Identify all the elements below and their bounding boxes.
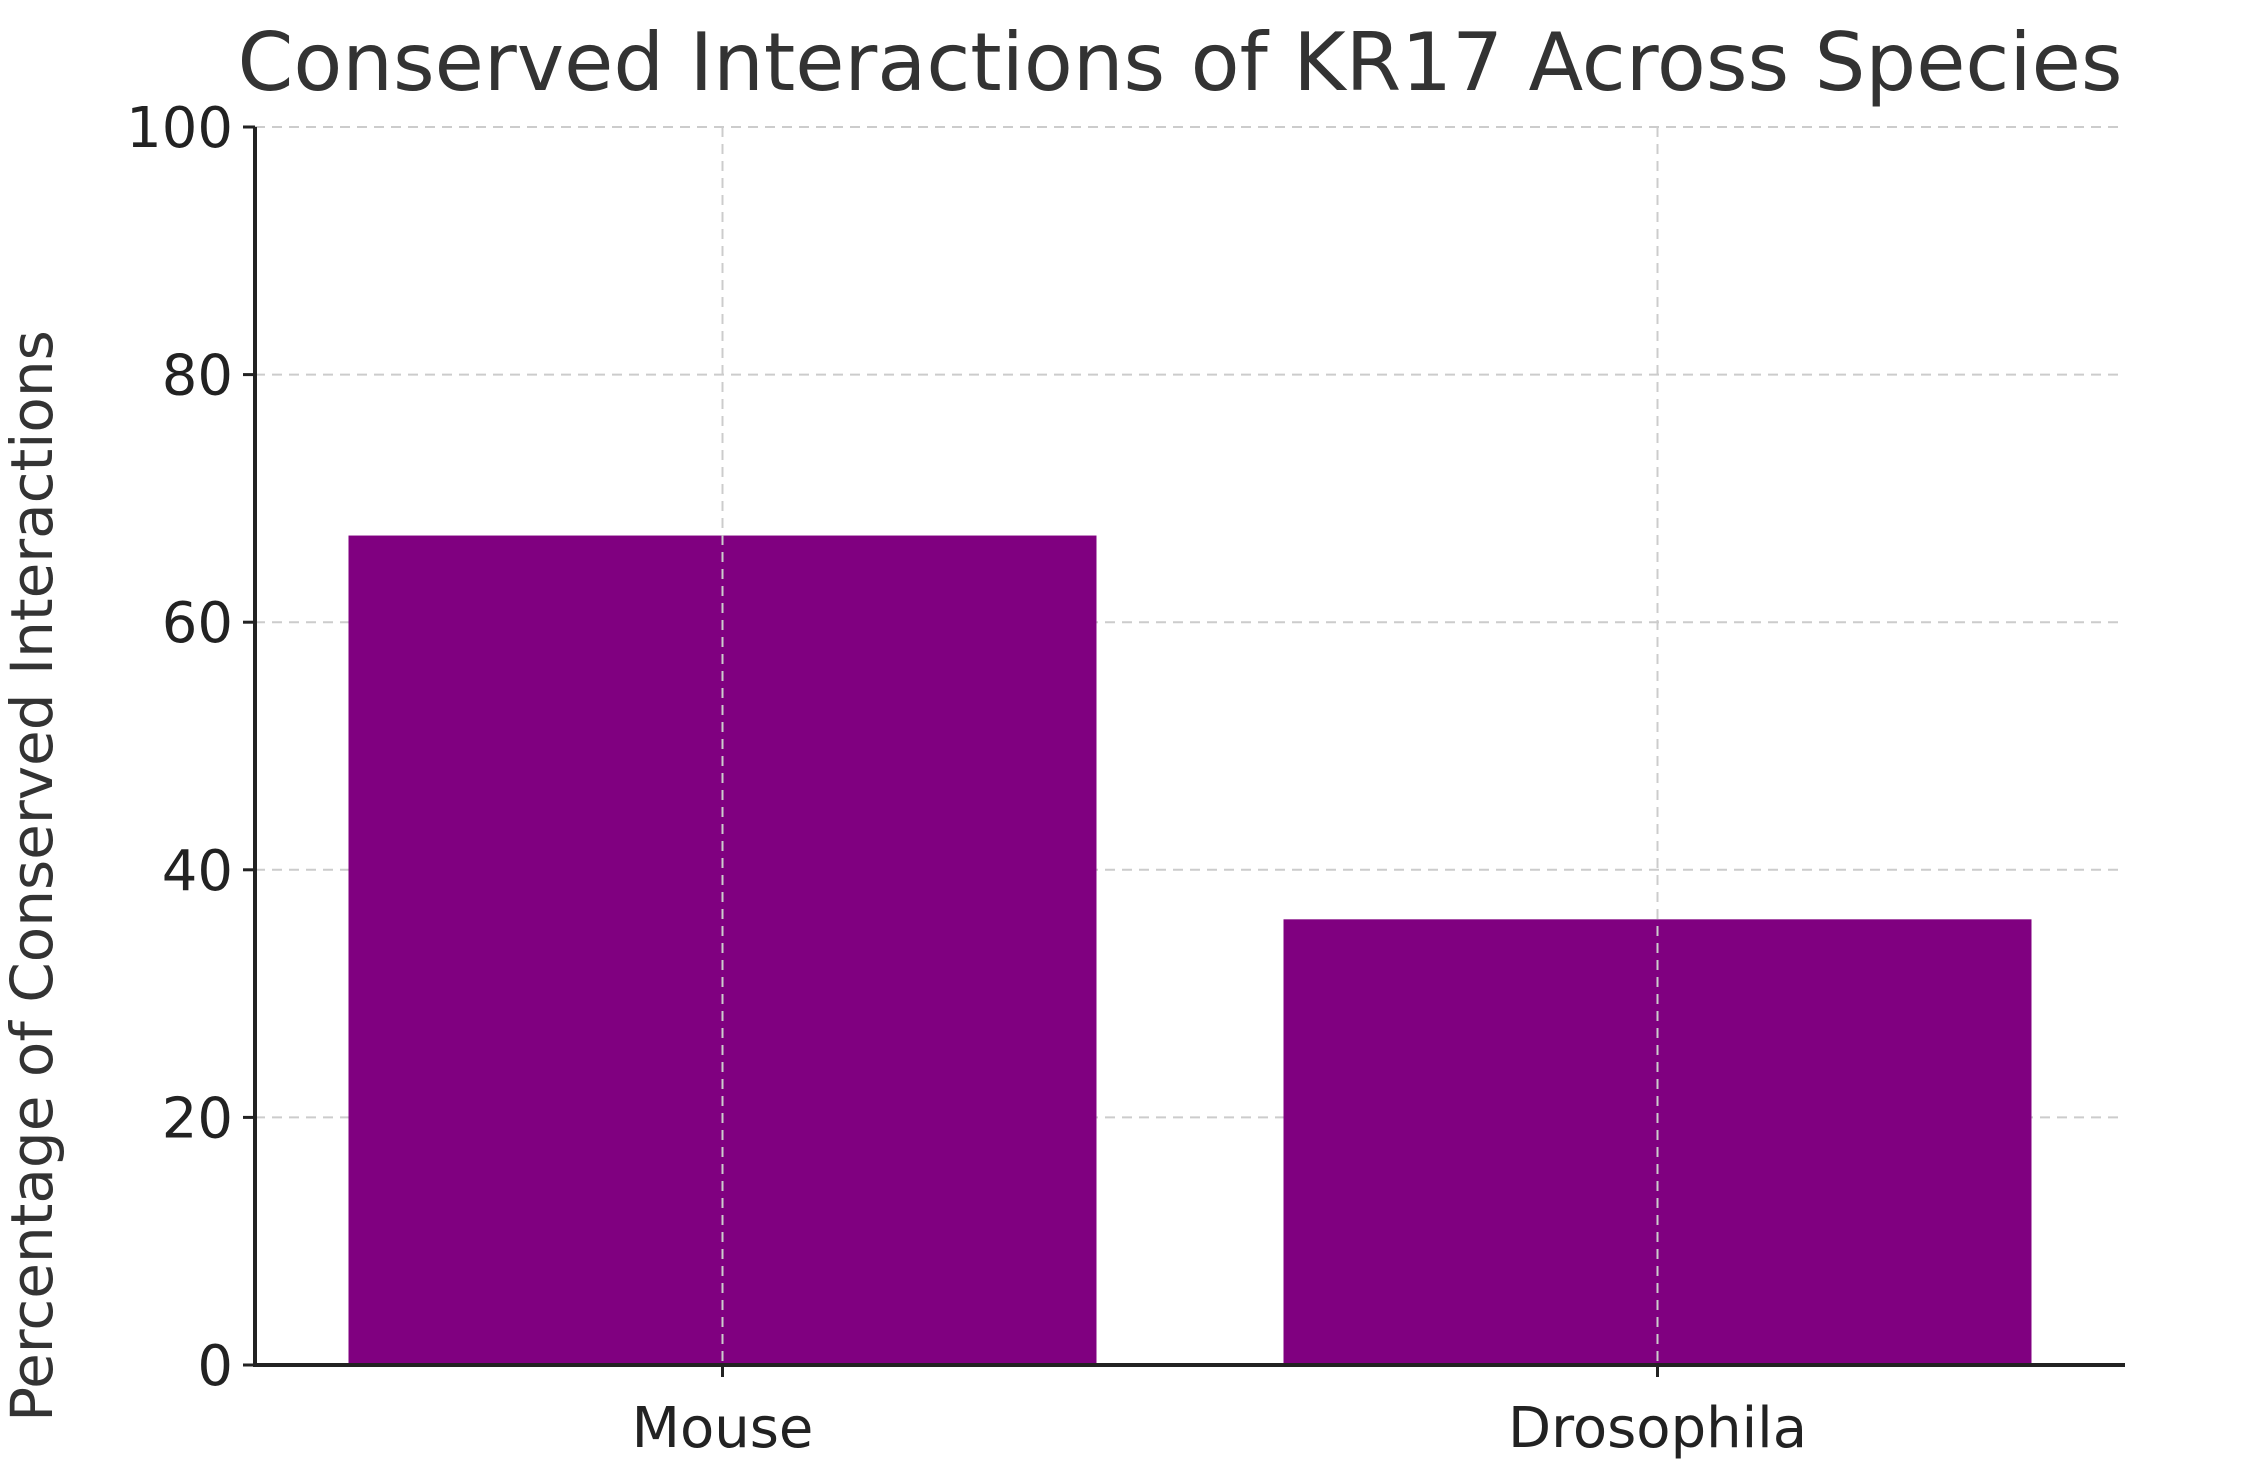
y-axis-label: Percentage of Conserved Interactions [0, 330, 66, 1422]
x-grid-overlay [721, 127, 1659, 1365]
x-tick-label: Mouse [632, 1396, 814, 1459]
x-tick-label: Drosophila [1508, 1396, 1807, 1459]
chart-title: Conserved Interactions of KR17 Across Sp… [237, 16, 2122, 109]
y-tick-label: 80 [162, 344, 233, 409]
y-tick-label: 20 [162, 1086, 233, 1151]
x-ticks: Mouse Drosophila [632, 1365, 1807, 1459]
y-tick-label: 100 [126, 96, 233, 161]
y-tick-label: 60 [162, 591, 233, 656]
y-ticks: 0 20 40 60 80 100 [126, 96, 255, 1399]
y-tick-label: 40 [162, 839, 233, 904]
y-tick-label: 0 [197, 1334, 233, 1399]
bars [348, 535, 2032, 1365]
